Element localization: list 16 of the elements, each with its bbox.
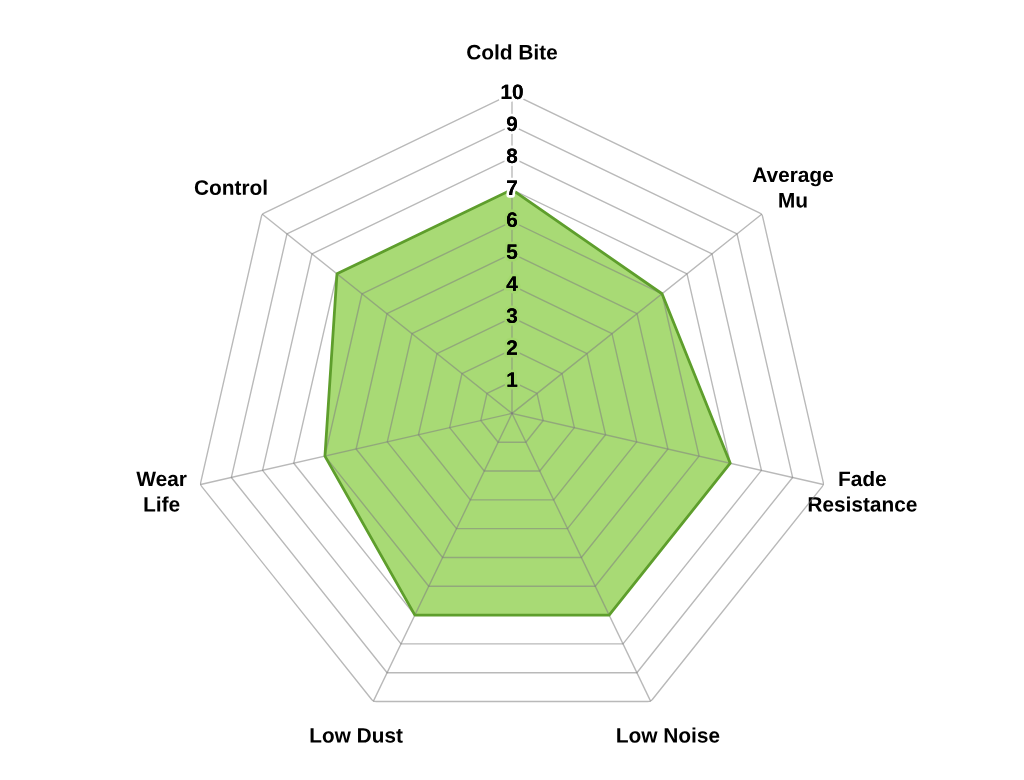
y-tick-label: 1 [507, 372, 518, 387]
y-tick-label: 3 [506, 308, 518, 324]
y-tick-label: 9 [506, 116, 518, 132]
y-tick-label: 5 [506, 244, 518, 260]
spoke-label: Wear Life [136, 471, 187, 512]
spoke-label: Average Mu [752, 167, 833, 208]
y-tick-label: 4 [506, 276, 518, 291]
spoke-label: Low Noise [617, 727, 720, 743]
spoke-label: Cold Bite [467, 44, 558, 60]
y-tick-label: 10 [501, 84, 523, 100]
y-tick-label: 2 [506, 340, 517, 355]
spoke-label: Low Dust [310, 728, 403, 743]
spoke-label: Fade Resistance [808, 470, 917, 512]
y-tick-label: 6 [506, 212, 518, 228]
y-tick-label: 8 [506, 148, 518, 164]
spoke-label: Control [194, 179, 267, 195]
